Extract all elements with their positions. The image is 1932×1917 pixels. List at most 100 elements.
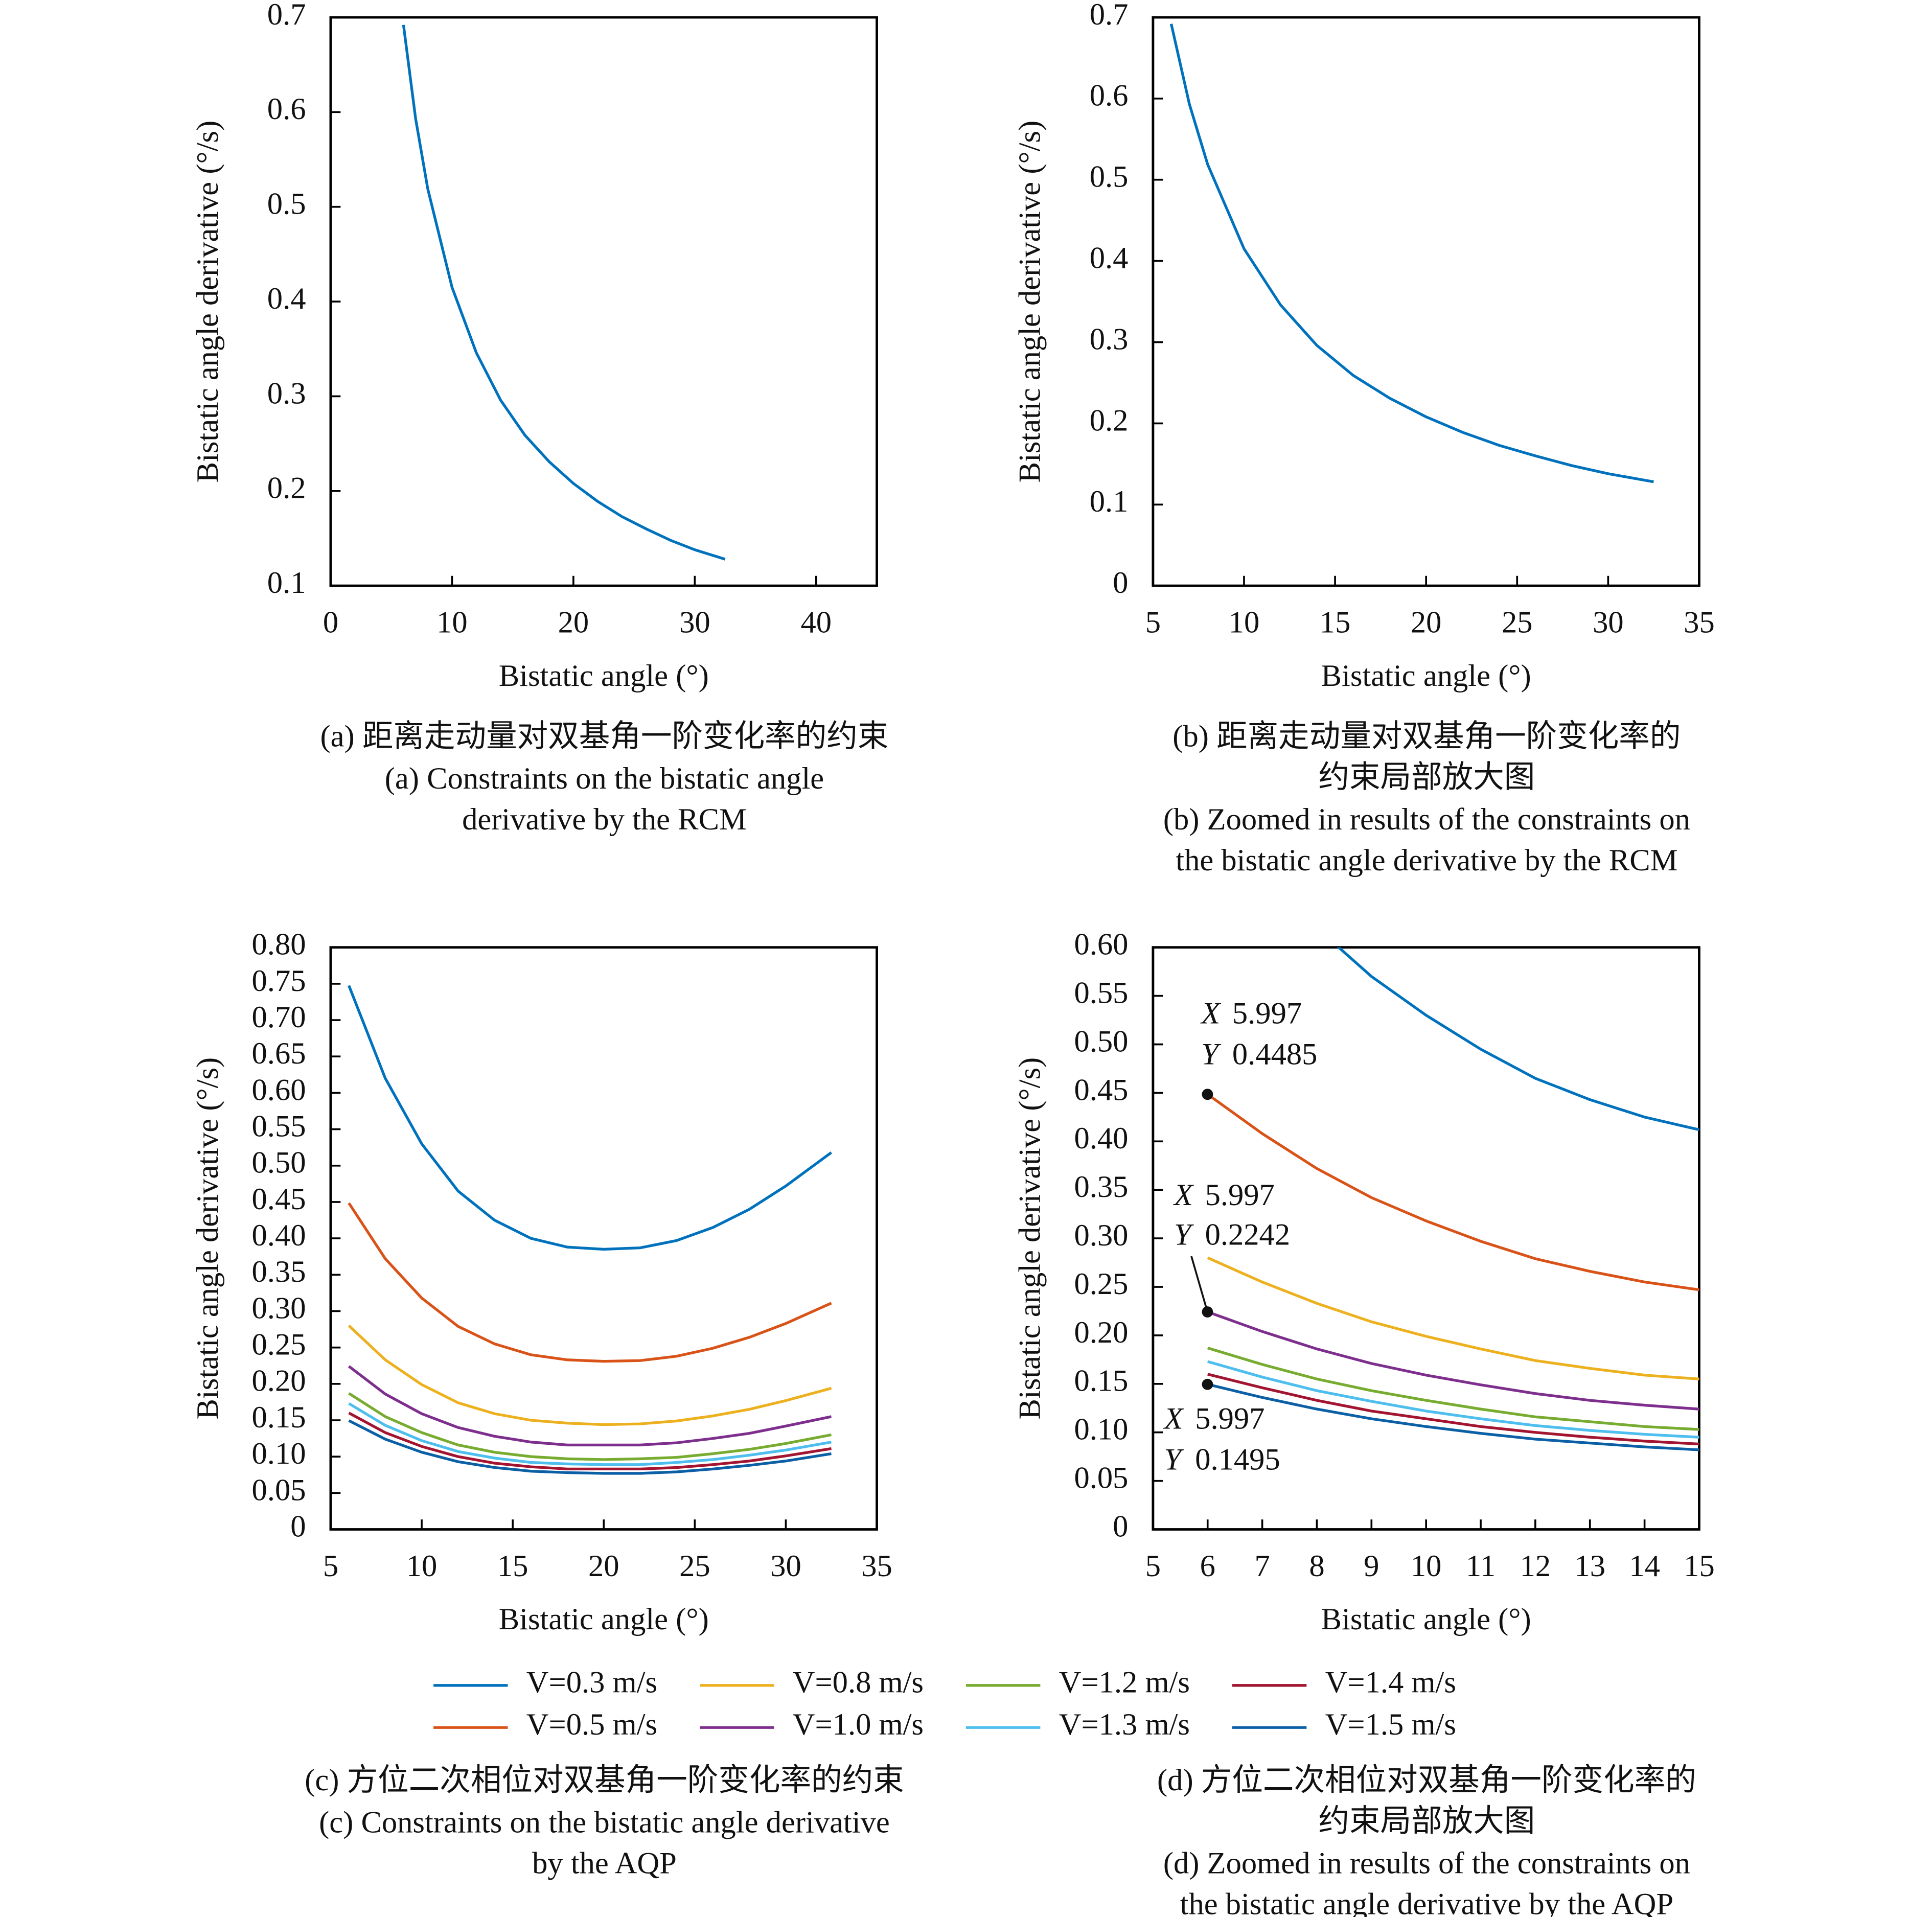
x-tick-label: 35 [861, 1549, 892, 1583]
line-series [348, 985, 833, 1251]
x-tick-label: 6 [1200, 1549, 1215, 1583]
y-tick-label: 0.4 [1090, 241, 1129, 275]
caption-line: (a) Constraints on the bistatic angle [385, 761, 824, 796]
caption-line: (c) Constraints on the bistatic angle de… [319, 1806, 890, 1840]
x-tick-label: 7 [1254, 1549, 1270, 1583]
data-tip-value: 5.997 [1195, 1401, 1264, 1436]
y-tick-label: 0.10 [252, 1437, 306, 1471]
legend-label: V=0.5 m/s [526, 1707, 657, 1742]
line-series [1169, 24, 1654, 483]
series-group [402, 25, 726, 561]
y-axis-label: Bistatic angle derivative (°/s) [191, 1057, 225, 1420]
caption-line: (c) 方位二次相位对双基角一阶变化率的约束 [305, 1763, 904, 1797]
line-series [1337, 947, 1699, 1131]
line-series [348, 1392, 832, 1461]
data-tip-value: 5.997 [1232, 997, 1302, 1031]
line-series [348, 1324, 832, 1426]
y-tick-label: 0.3 [267, 376, 306, 410]
y-tick-label: 0.50 [252, 1146, 306, 1180]
y-tick-label: 0.6 [1090, 79, 1129, 113]
x-tick-label: 25 [1502, 606, 1533, 640]
y-tick-label: 0.20 [252, 1364, 306, 1398]
y-tick-label: 0 [290, 1509, 306, 1543]
y-axis-label: Bistatic angle derivative (°/s) [191, 121, 225, 483]
y-tick-label: 0.45 [1074, 1073, 1128, 1107]
data-tip-prefix: X [1163, 1401, 1184, 1436]
y-tick-label: 0.55 [252, 1109, 306, 1143]
y-tick-label: 0.5 [1090, 160, 1129, 194]
x-tick-label: 15 [497, 1549, 528, 1583]
y-tick-label: 0.05 [252, 1473, 306, 1507]
legend-label: V=1.5 m/s [1325, 1707, 1456, 1742]
caption-line: the bistatic angle derivative by the RCM [1176, 843, 1677, 877]
y-tick-label: 0.15 [1074, 1364, 1128, 1398]
x-axis-label: Bistatic angle (°) [499, 659, 709, 693]
y-tick-label: 0.2 [267, 471, 306, 505]
caption-line: (d) Zoomed in results of the constraints… [1163, 1846, 1690, 1881]
data-tip-value: 0.2242 [1205, 1218, 1291, 1252]
data-tip-point [1202, 1378, 1213, 1390]
data-tip-prefix: X [1172, 1178, 1194, 1212]
caption-line: (d) 方位二次相位对双基角一阶变化率的 [1157, 1763, 1696, 1797]
x-axis-label: Bistatic angle (°) [1321, 1602, 1531, 1636]
y-tick-label: 0.5 [267, 187, 306, 221]
x-tick-label: 5 [1145, 1549, 1161, 1583]
data-tip-point [1202, 1306, 1213, 1318]
y-tick-label: 0.75 [252, 964, 306, 998]
data-tip-value: 0.1495 [1195, 1442, 1280, 1476]
data-tip-point [1202, 1089, 1213, 1100]
y-tick-label: 0.2 [1090, 403, 1129, 437]
x-tick-label: 30 [679, 606, 710, 640]
y-tick-label: 0.6 [267, 92, 306, 126]
x-tick-label: 5 [1145, 606, 1161, 640]
caption-line: derivative by the RCM [462, 802, 747, 837]
y-tick-label: 0.4 [267, 282, 306, 316]
line-series [348, 1419, 832, 1475]
caption-line: (b) 距离走动量对双基角一阶变化率的 [1172, 720, 1681, 754]
caption-line: (b) Zoomed in results of the constraints… [1163, 802, 1690, 837]
line-series [348, 1202, 832, 1363]
caption-line: (a) 距离走动量对双基角一阶变化率的约束 [320, 720, 889, 754]
line-series [1207, 1373, 1699, 1446]
line-series [402, 25, 726, 561]
y-tick-label: 0.35 [1074, 1170, 1128, 1204]
line-series [348, 1412, 832, 1471]
y-tick-label: 0.60 [1074, 928, 1128, 962]
x-tick-label: 25 [679, 1549, 710, 1583]
x-tick-label: 9 [1364, 1549, 1379, 1583]
line-series [1207, 1093, 1699, 1291]
legend-label: V=1.0 m/s [793, 1707, 924, 1742]
y-tick-label: 0.1 [1090, 484, 1129, 519]
caption-line: 约束局部放大图 [1318, 760, 1535, 794]
legend-label: V=0.3 m/s [526, 1666, 657, 1700]
series-group [1169, 24, 1654, 483]
x-tick-label: 30 [770, 1549, 801, 1583]
x-tick-label: 20 [558, 606, 589, 640]
y-tick-label: 0.7 [1090, 0, 1129, 32]
data-tip-prefix: Y [1164, 1442, 1185, 1476]
series-group [348, 985, 833, 1475]
x-tick-label: 10 [1411, 1549, 1442, 1583]
x-tick-label: 5 [323, 1549, 338, 1583]
y-tick-label: 0.55 [1074, 976, 1128, 1010]
y-axis-label: Bistatic angle derivative (°/s) [1013, 1057, 1047, 1420]
y-tick-label: 0.80 [252, 928, 306, 962]
x-tick-label: 14 [1629, 1549, 1660, 1583]
caption-line: by the AQP [532, 1846, 677, 1881]
series-group [1207, 947, 1699, 1451]
data-tip-prefix: Y [1201, 1037, 1222, 1071]
legend-label: V=1.2 m/s [1059, 1666, 1190, 1700]
x-tick-label: 0 [323, 606, 338, 640]
plot-frame [1152, 16, 1700, 587]
y-tick-label: 0.25 [252, 1328, 306, 1362]
line-series [1207, 1310, 1699, 1411]
x-tick-label: 12 [1520, 1549, 1551, 1583]
x-tick-label: 13 [1574, 1549, 1605, 1583]
y-tick-label: 0.30 [1074, 1218, 1128, 1253]
x-axis-label: Bistatic angle (°) [499, 1602, 709, 1636]
y-tick-label: 0.40 [1074, 1121, 1128, 1156]
legend-label: V=1.3 m/s [1059, 1707, 1190, 1742]
data-tip-value: 5.997 [1205, 1178, 1275, 1212]
x-tick-label: 15 [1320, 606, 1351, 640]
